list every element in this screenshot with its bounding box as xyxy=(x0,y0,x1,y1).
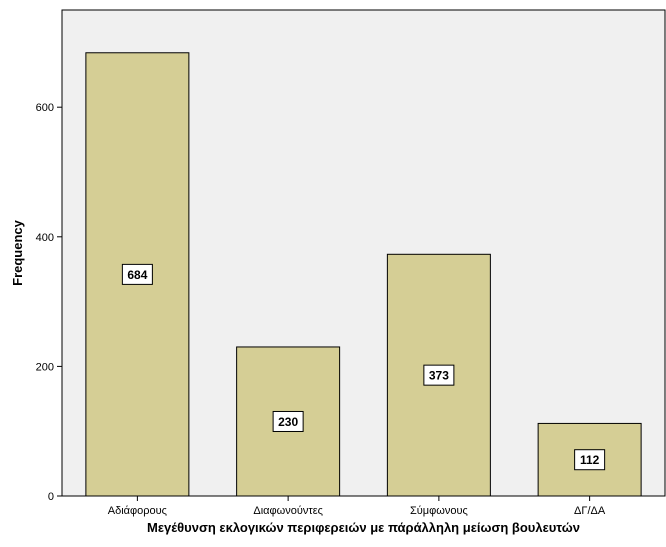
x-tick-label-0: Αδιάφορους xyxy=(108,505,167,517)
data-label-2: 373 xyxy=(429,369,449,383)
data-label-box-2 xyxy=(423,364,455,386)
data-label-box-3 xyxy=(574,449,606,471)
data-label-box-1 xyxy=(272,410,304,432)
data-label-0: 684 xyxy=(127,268,147,282)
x-tick-label-3: ΔΓ/ΔΑ xyxy=(574,505,606,517)
x-tick-label-2: Σύμφωνους xyxy=(410,505,468,517)
y-tick-label-3: 600 xyxy=(36,102,54,114)
y-tick-label-1: 200 xyxy=(36,361,54,373)
y-tick-label-2: 400 xyxy=(36,232,54,244)
data-label-1: 230 xyxy=(278,415,298,429)
y-tick-label-0: 0 xyxy=(48,491,54,503)
data-label-box-0 xyxy=(121,263,153,285)
y-axis-title: Frequency xyxy=(10,219,25,286)
y-axis: 0 200 400 600 xyxy=(36,102,62,503)
x-axis: Αδιάφορους Διαφωνούντες Σύμφωνους ΔΓ/ΔΑ xyxy=(108,496,606,517)
x-tick-label-1: Διαφωνούντες xyxy=(253,505,323,517)
x-axis-title: Μεγέθυνση εκλογικών περιφερειών με πάράλ… xyxy=(147,520,580,535)
bars-group: 684 230 373 112 xyxy=(85,52,642,497)
data-label-3: 112 xyxy=(580,453,600,467)
